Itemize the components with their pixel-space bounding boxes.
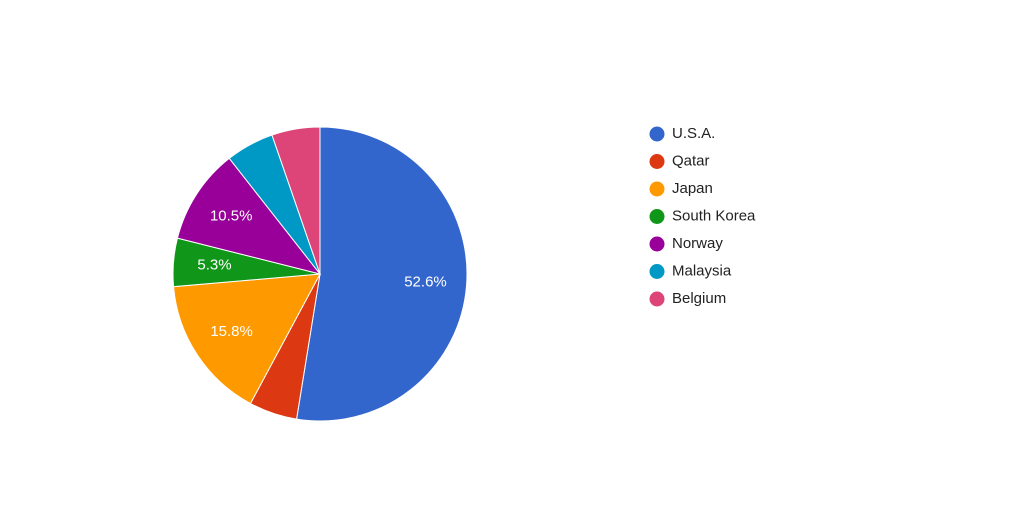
slice-label: 10.5% xyxy=(210,207,253,224)
pie-slice xyxy=(271,126,321,275)
legend-label: Japan xyxy=(672,180,713,197)
legend-label: Belgium xyxy=(672,290,726,307)
legend-label: Qatar xyxy=(672,152,710,169)
legend-swatch xyxy=(649,126,665,142)
legend-label: U.S.A. xyxy=(672,125,715,142)
legend-swatch xyxy=(649,291,665,307)
legend-swatch xyxy=(649,181,665,197)
slice-label: 5.3% xyxy=(197,257,231,274)
pie-slice xyxy=(173,273,321,405)
legend-swatch xyxy=(649,209,665,224)
pie-slice xyxy=(295,126,468,422)
legend-swatch xyxy=(649,236,665,252)
slice-label: 15.8% xyxy=(210,323,253,340)
legend-swatch xyxy=(649,264,665,279)
pie-slice xyxy=(176,157,322,275)
legend-label: Norway xyxy=(672,235,723,252)
legend-swatch xyxy=(649,154,665,169)
legend-label: South Korea xyxy=(672,207,756,224)
legend-label: Malaysia xyxy=(672,262,732,279)
slice-label: 52.6% xyxy=(404,273,447,290)
